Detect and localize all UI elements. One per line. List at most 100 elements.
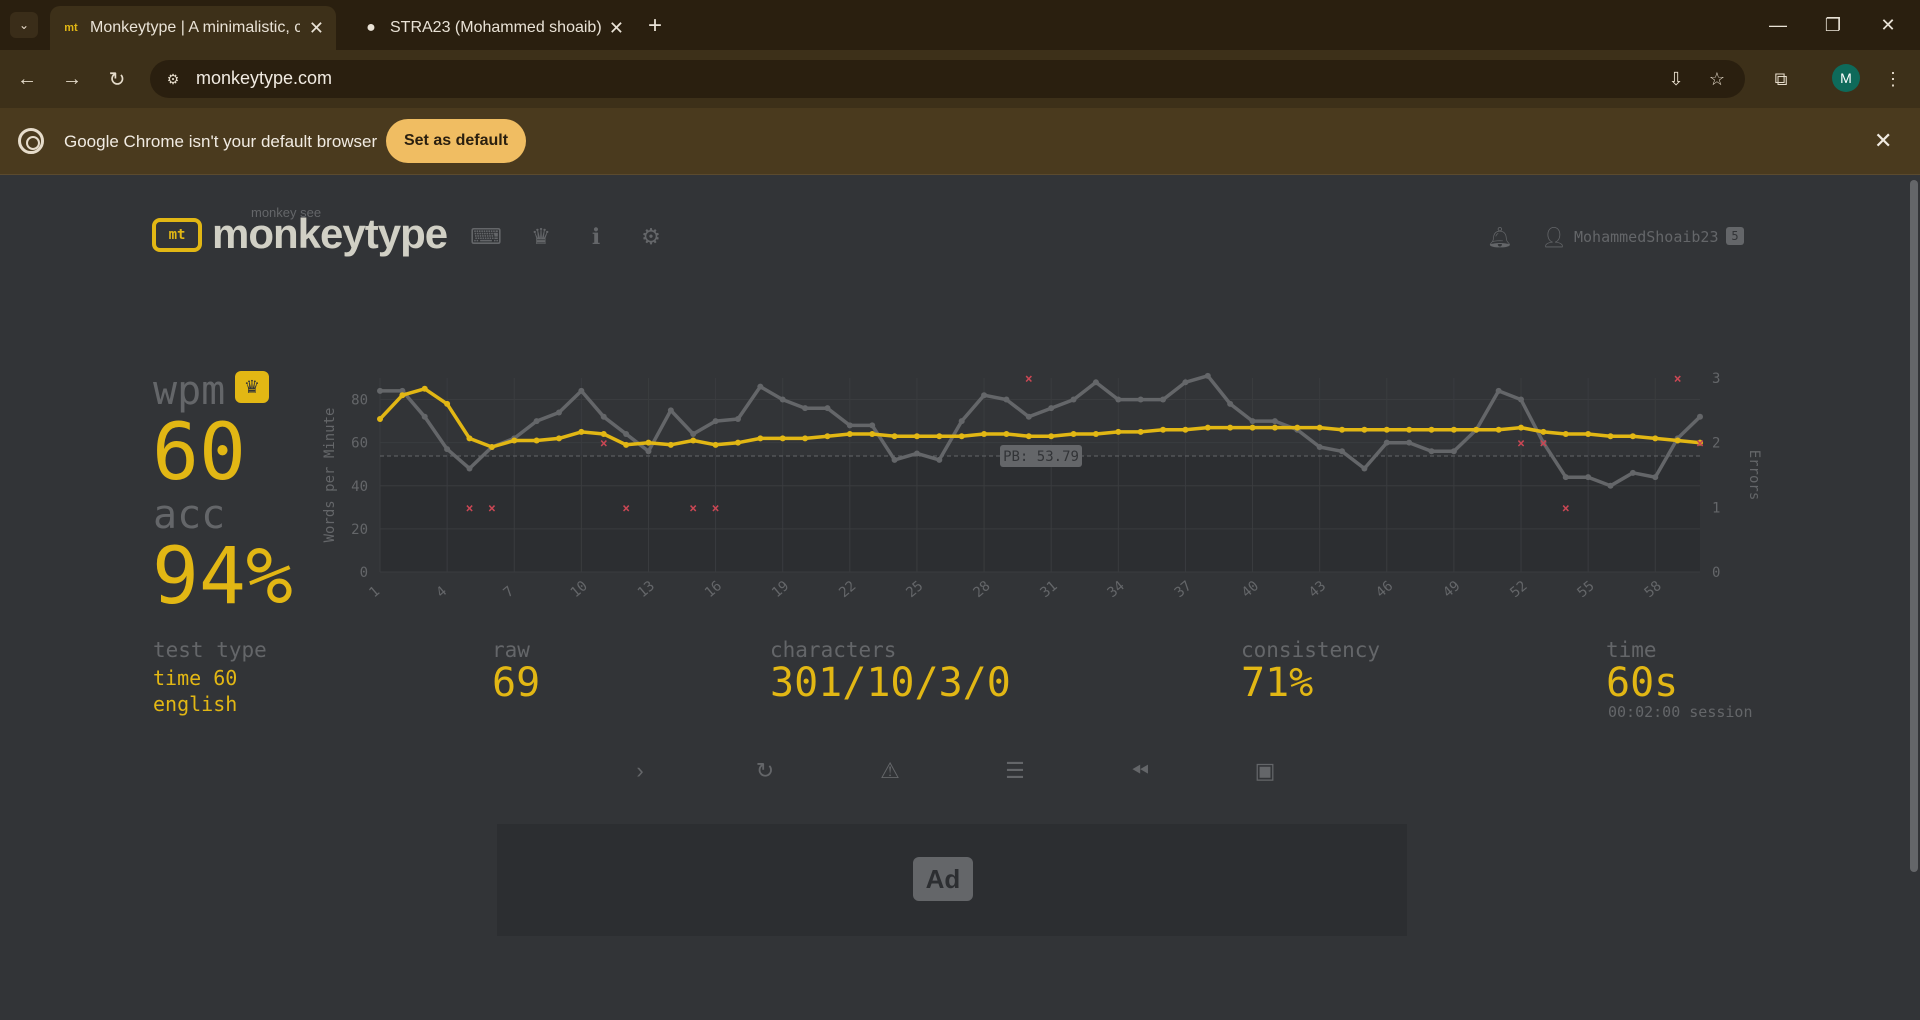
raw-point: [1697, 413, 1703, 420]
address-bar[interactable]: [150, 60, 1745, 98]
set-as-default-button[interactable]: Set as default: [386, 119, 526, 163]
close-icon[interactable]: ✕: [308, 17, 324, 38]
new-tab-icon[interactable]: +: [648, 12, 663, 39]
error-marker: ×: [488, 501, 496, 516]
url-text[interactable]: monkeytype.com: [196, 68, 333, 88]
wpm-point: [981, 431, 988, 438]
wpm-point: [1003, 431, 1010, 438]
keyboard-icon[interactable]: ⌨: [470, 224, 502, 249]
wpm-point: [712, 441, 719, 448]
error-marker: ×: [1674, 372, 1682, 387]
forward-icon[interactable]: →: [62, 67, 82, 90]
back-icon[interactable]: ←: [17, 67, 37, 90]
extensions-icon[interactable]: ⧉: [1774, 68, 1788, 89]
wpm-point: [1249, 424, 1256, 431]
crown-icon[interactable]: ♛: [531, 224, 551, 249]
raw-point: [1585, 474, 1592, 481]
consistency-value: 71%: [1241, 660, 1314, 706]
tab-github[interactable]: ● STRA23 (Mohammed shoaib) ✕: [350, 6, 636, 50]
raw-point: [1316, 443, 1323, 450]
close-icon[interactable]: ✕: [1874, 128, 1893, 153]
x-tick-label: 55: [1574, 578, 1597, 601]
close-icon[interactable]: ✕: [608, 17, 624, 38]
error-marker: ×: [689, 501, 697, 516]
monkeytype-logo-icon[interactable]: mt: [152, 218, 202, 252]
wpm-point: [802, 435, 809, 442]
next-test-icon[interactable]: ›: [636, 758, 644, 783]
x-tick-label: 1: [366, 583, 383, 601]
chrome-icon: [18, 128, 44, 154]
x-tick-label: 58: [1642, 578, 1665, 601]
info-icon[interactable]: ℹ: [591, 224, 601, 249]
raw-point: [1182, 379, 1189, 386]
restart-icon[interactable]: ↻: [755, 758, 775, 783]
error-marker: ×: [1562, 501, 1570, 516]
y2-axis-label: Errors: [1746, 450, 1762, 501]
wpm-point: [1361, 426, 1368, 433]
settings-gear-icon[interactable]: ⚙: [641, 224, 661, 249]
raw-point: [734, 415, 741, 422]
logo-text[interactable]: monkeytype: [212, 210, 448, 257]
site-settings-icon[interactable]: ⚙: [166, 70, 180, 87]
install-app-icon[interactable]: ⇩: [1668, 68, 1684, 89]
wpm-point: [1339, 426, 1346, 433]
x-tick-label: 10: [568, 578, 591, 601]
y-tick-label: 20: [351, 522, 368, 538]
raw-point: [1428, 448, 1435, 455]
wpm-point: [466, 435, 473, 442]
tab-title: Monkeytype | A minimalistic, cu: [90, 19, 300, 36]
default-browser-infobar: [0, 108, 1920, 175]
wpm-point: [824, 433, 831, 440]
warning-icon[interactable]: ⚠: [880, 758, 900, 783]
scrollbar[interactable]: [1910, 180, 1918, 872]
profile-avatar[interactable]: M: [1832, 64, 1860, 92]
tab-search-button[interactable]: ⌄: [10, 12, 38, 38]
minimize-icon[interactable]: —: [1769, 14, 1787, 35]
raw-point: [444, 446, 451, 453]
test-type-label: test type: [153, 638, 267, 662]
notification-bell-icon[interactable]: 🔔︎: [1487, 226, 1513, 249]
tab-title: STRA23 (Mohammed shoaib): [390, 19, 602, 36]
time-label: time: [1606, 638, 1657, 662]
username[interactable]: MohammedShoaib23: [1574, 228, 1719, 246]
menu-icon[interactable]: ⋮: [1884, 68, 1902, 89]
raw-point: [1652, 474, 1659, 481]
error-marker: ×: [466, 501, 474, 516]
wpm-point: [1115, 428, 1122, 435]
wpm-point: [1271, 424, 1278, 431]
wpm-point: [1562, 431, 1569, 438]
close-window-icon[interactable]: ✕: [1880, 14, 1896, 35]
screenshot-icon[interactable]: ▣: [1254, 758, 1276, 783]
wpm-point: [1495, 426, 1502, 433]
error-marker: ×: [1539, 437, 1547, 452]
x-tick-label: 16: [702, 578, 725, 601]
wpm-point: [578, 428, 585, 435]
bookmark-star-icon[interactable]: ☆: [1708, 68, 1726, 89]
raw-point: [1383, 439, 1390, 446]
raw-point: [645, 448, 652, 455]
replay-icon[interactable]: ⏪︎: [1131, 758, 1149, 783]
wpm-label: wpm: [153, 368, 226, 414]
chart-area-above-pb: [380, 378, 1700, 457]
user-icon[interactable]: 👤︎: [1541, 226, 1567, 249]
raw-point: [1629, 469, 1636, 476]
word-history-icon[interactable]: ☰: [1005, 758, 1025, 783]
raw-point: [1070, 396, 1077, 403]
wpm-point: [1585, 431, 1592, 438]
reload-icon[interactable]: ↻: [108, 68, 126, 91]
wpm-point: [555, 435, 562, 442]
wpm-point: [1092, 431, 1099, 438]
raw-point: [377, 387, 383, 394]
x-tick-label: 13: [635, 578, 658, 601]
tab-monkeytype[interactable]: mt Monkeytype | A minimalistic, cu ✕: [50, 6, 336, 50]
wpm-point: [1204, 424, 1211, 431]
restore-icon[interactable]: ❐: [1824, 14, 1842, 35]
x-tick-label: 40: [1239, 578, 1262, 601]
wpm-point: [1406, 426, 1413, 433]
wpm-point: [399, 392, 406, 399]
error-marker: ×: [622, 501, 630, 516]
wpm-value: 60: [152, 408, 246, 498]
wpm-point: [623, 441, 630, 448]
acc-label: acc: [153, 492, 226, 538]
